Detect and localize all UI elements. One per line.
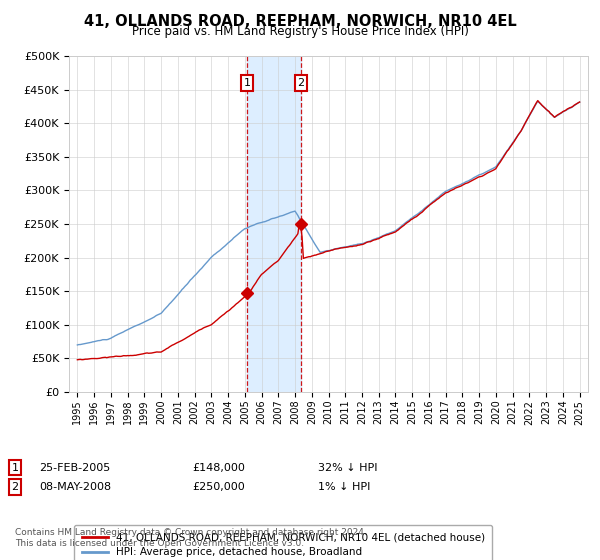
- Legend: 41, OLLANDS ROAD, REEPHAM, NORWICH, NR10 4EL (detached house), HPI: Average pric: 41, OLLANDS ROAD, REEPHAM, NORWICH, NR10…: [74, 525, 492, 560]
- Text: Price paid vs. HM Land Registry's House Price Index (HPI): Price paid vs. HM Land Registry's House …: [131, 25, 469, 38]
- Text: 32% ↓ HPI: 32% ↓ HPI: [318, 463, 377, 473]
- Text: 08-MAY-2008: 08-MAY-2008: [39, 482, 111, 492]
- Bar: [247, 56, 301, 392]
- Text: £250,000: £250,000: [192, 482, 245, 492]
- Text: 2: 2: [298, 78, 305, 88]
- Text: 41, OLLANDS ROAD, REEPHAM, NORWICH, NR10 4EL: 41, OLLANDS ROAD, REEPHAM, NORWICH, NR10…: [83, 14, 517, 29]
- Text: 2: 2: [11, 482, 19, 492]
- Text: 1: 1: [11, 463, 19, 473]
- Text: £148,000: £148,000: [192, 463, 245, 473]
- Text: Contains HM Land Registry data © Crown copyright and database right 2024.
This d: Contains HM Land Registry data © Crown c…: [15, 528, 367, 548]
- Text: 1: 1: [244, 78, 251, 88]
- Text: 1% ↓ HPI: 1% ↓ HPI: [318, 482, 370, 492]
- Text: 25-FEB-2005: 25-FEB-2005: [39, 463, 110, 473]
